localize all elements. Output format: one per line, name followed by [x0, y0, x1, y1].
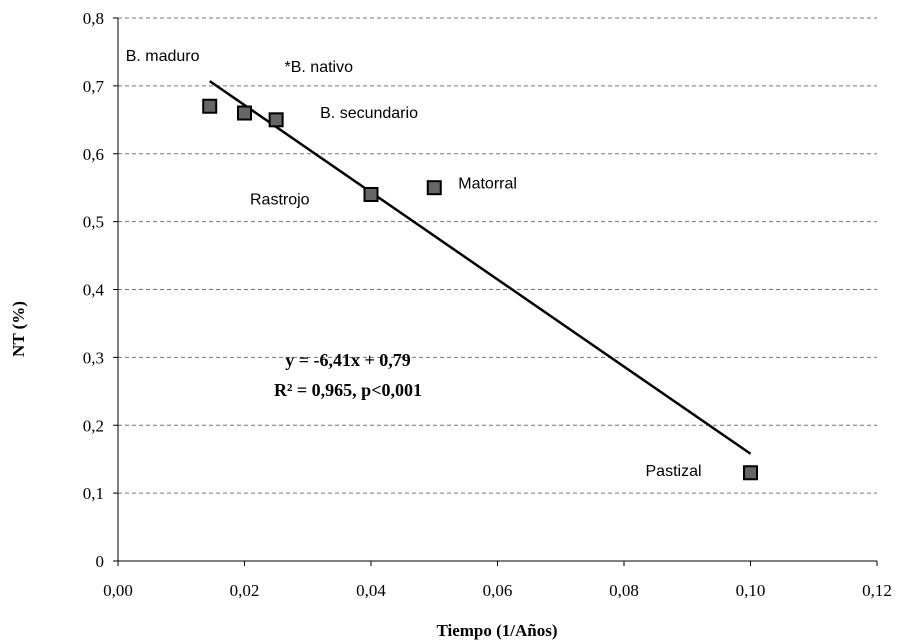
regression-equation: y = -6,41x + 0,79	[285, 350, 411, 370]
x-tick-label: 0,12	[862, 581, 892, 600]
data-point	[202, 98, 218, 114]
point-label: Pastizal	[646, 463, 702, 480]
data-point	[426, 180, 442, 196]
y-tick-label: 0,4	[83, 281, 105, 300]
y-tick-label: 0,2	[83, 416, 104, 435]
data-point	[268, 112, 284, 128]
x-tick-label: 0,10	[736, 581, 766, 600]
x-tick-label: 0,00	[103, 581, 133, 600]
x-tick-label: 0,06	[483, 581, 513, 600]
y-tick-labels: 0 0,1 0,2 0,3 0,4 0,5 0,6 0,7 0,8	[83, 9, 118, 571]
y-tick-label: 0,1	[83, 484, 104, 503]
gridlines	[118, 17, 877, 494]
regression-r2: R² = 0,965, p<0,001	[274, 380, 422, 400]
data-points	[202, 98, 758, 481]
data-point	[363, 186, 379, 202]
point-label: B. maduro	[126, 48, 200, 65]
x-tick-labels: 0,00 0,02 0,04 0,06 0,08 0,10 0,12	[103, 561, 892, 600]
y-tick-label: 0,6	[83, 145, 104, 164]
regression-line	[209, 80, 752, 455]
y-tick-label: 0,8	[83, 9, 104, 28]
y-axis-title: NT (%)	[9, 301, 28, 357]
data-point	[743, 465, 758, 481]
x-tick-label: 0,08	[609, 581, 639, 600]
point-label: B. secundario	[320, 105, 418, 122]
point-label: *B. nativo	[285, 59, 354, 76]
point-labels: B. maduro *B. nativo B. secundario Rastrojo…	[126, 48, 702, 480]
x-tick-label: 0,02	[230, 581, 260, 600]
y-tick-label: 0,3	[83, 348, 104, 367]
x-tick-label: 0,04	[356, 581, 386, 600]
data-point	[237, 105, 252, 121]
y-tick-label: 0,5	[83, 213, 104, 232]
y-tick-label: 0	[96, 552, 105, 571]
point-label: Matorral	[458, 176, 517, 193]
y-tick-label: 0,7	[83, 77, 105, 96]
point-label: Rastrojo	[250, 191, 310, 208]
x-axis-title: Tiempo (1/Años)	[436, 621, 557, 640]
trendline-group	[209, 80, 752, 455]
